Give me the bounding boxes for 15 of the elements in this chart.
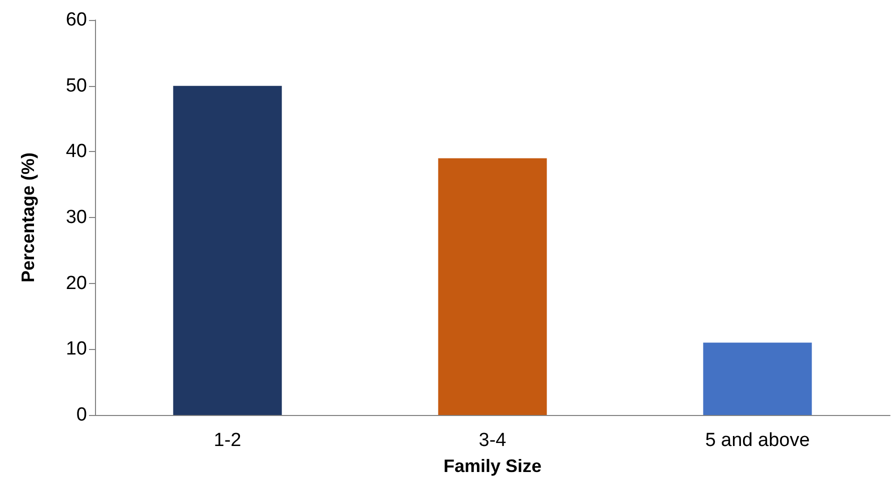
y-axis-title: Percentage (%) — [18, 152, 38, 283]
y-tick-label: 20 — [66, 272, 87, 294]
bar — [173, 86, 282, 415]
x-tick-label: 1-2 — [214, 430, 242, 451]
y-tick-label: 0 — [76, 404, 87, 426]
y-tick-label: 60 — [66, 10, 87, 30]
y-tick-label: 40 — [66, 141, 87, 162]
y-tick-label: 10 — [66, 338, 87, 360]
x-tick-label: 3-4 — [478, 430, 507, 451]
y-tick-label: 50 — [66, 75, 87, 96]
y-tick-label: 30 — [66, 207, 87, 228]
bar — [703, 342, 812, 415]
bar — [438, 158, 547, 415]
x-axis-title: Family Size — [443, 456, 542, 476]
x-tick-label: 5 and above — [705, 430, 810, 451]
